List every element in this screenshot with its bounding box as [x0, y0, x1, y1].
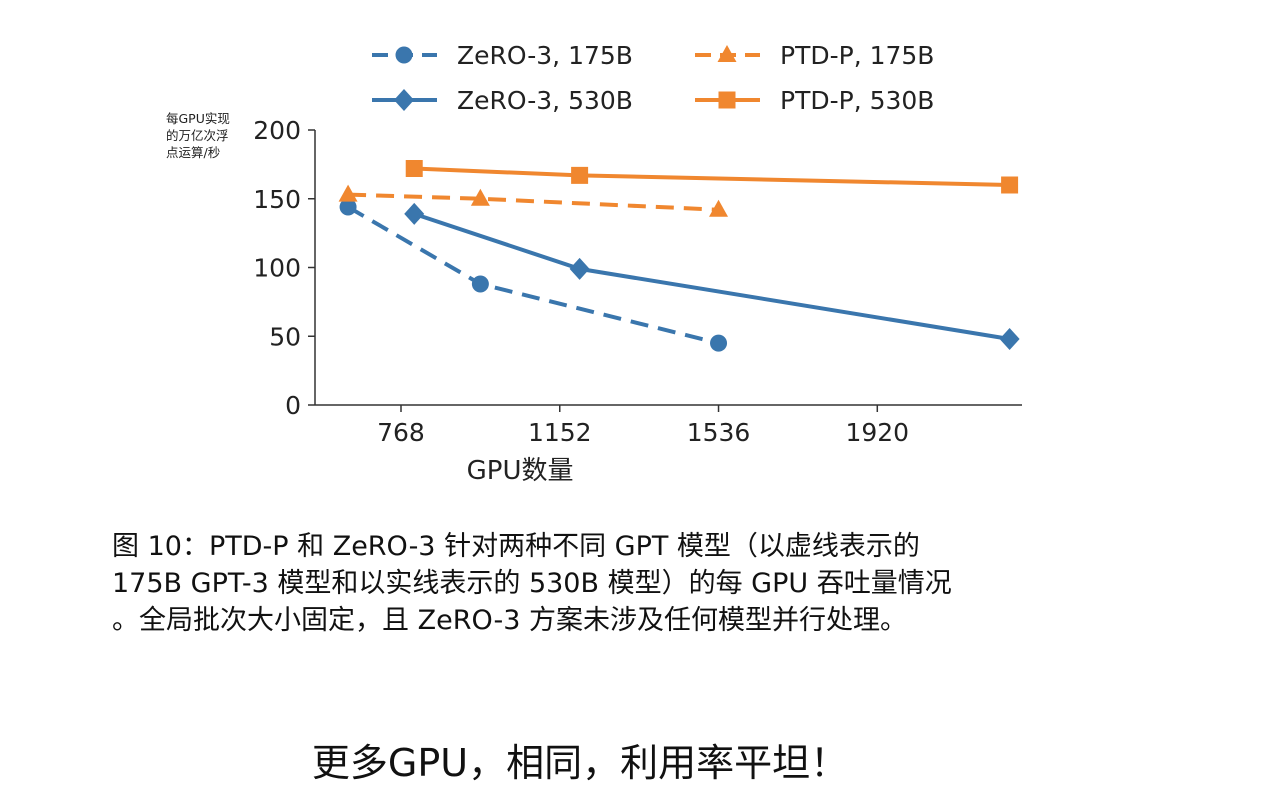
caption-line-1: 图 10：PTD-P 和 ZeRO-3 针对两种不同 GPT 模型（以虚线表示的 — [112, 531, 920, 562]
series-line — [413, 211, 1010, 341]
legend-marker — [718, 91, 736, 109]
legend-entry: PTD-P, 530B — [695, 86, 934, 115]
x-tick-label: 1536 — [687, 418, 751, 447]
y-axis-label-line: 点运算/秒 — [166, 145, 220, 160]
legend-label: PTD-P, 530B — [780, 86, 934, 115]
figure-caption: 图 10：PTD-P 和 ZeRO-3 针对两种不同 GPT 模型（以虚线表示的… — [112, 528, 1112, 639]
data-point — [339, 198, 357, 216]
x-tick-label: 1920 — [845, 418, 909, 447]
data-point — [470, 188, 490, 206]
data-point — [571, 166, 589, 184]
series-line — [348, 192, 719, 212]
slide-tagline: 更多GPU，相同，利用率平坦！ — [311, 741, 849, 785]
throughput-chart: ZeRO-3, 175B ZeRO-3, 530B PTD-P, 175B PTD-P… — [166, 41, 1022, 486]
y-tick-label: 150 — [253, 185, 301, 214]
y-axis-label-line: 每GPU实现 — [166, 111, 230, 126]
data-point — [404, 202, 425, 225]
data-point — [709, 199, 729, 217]
chart-legend: ZeRO-3, 175B ZeRO-3, 530B PTD-P, 175B PTD-P… — [372, 41, 934, 115]
caption-line-3: 。全局批次大小固定，且 ZeRO-3 方案未涉及任何模型并行处理。 — [112, 605, 907, 636]
legend-label: ZeRO-3, 530B — [457, 86, 633, 115]
series-line — [347, 205, 720, 346]
y-tick-label: 100 — [253, 254, 301, 283]
legend-label: PTD-P, 175B — [780, 41, 934, 70]
legend-marker — [394, 89, 414, 111]
data-point — [569, 257, 590, 280]
x-axis-label: GPU数量 — [467, 456, 574, 486]
legend-entry: ZeRO-3, 175B — [372, 41, 633, 70]
data-point — [338, 184, 358, 202]
x-tick-label: 768 — [377, 418, 425, 447]
legend-entry: ZeRO-3, 530B — [372, 86, 633, 115]
legend-marker — [717, 45, 737, 62]
legend-entry: PTD-P, 175B — [695, 41, 934, 70]
legend-label: ZeRO-3, 175B — [457, 41, 633, 70]
series-zero-3-175b — [339, 198, 728, 352]
series-ptd-p-530b — [405, 160, 1019, 194]
data-point — [999, 328, 1020, 350]
y-tick-label: 0 — [285, 391, 301, 420]
chart-series — [338, 160, 1020, 352]
data-point — [471, 275, 489, 293]
y-tick-label: 200 — [253, 116, 301, 145]
y-tick-label: 50 — [269, 322, 301, 351]
data-point — [1001, 176, 1019, 194]
y-axis-label-line: 的万亿次浮 — [166, 128, 229, 143]
data-point — [710, 334, 728, 352]
caption-line-2: 175B GPT-3 模型和以实线表示的 530B 模型）的每 GPU 吞吐量情… — [112, 568, 952, 599]
chart-axes: 0 50 100 150 200 768 1152 1536 1920 — [253, 116, 1022, 447]
series-ptd-p-175b — [338, 184, 729, 217]
x-tick-label: 1152 — [528, 418, 592, 447]
series-line — [414, 166, 1010, 187]
series-zero-3-530b — [404, 202, 1020, 350]
legend-marker — [395, 46, 413, 64]
data-point — [405, 160, 423, 177]
